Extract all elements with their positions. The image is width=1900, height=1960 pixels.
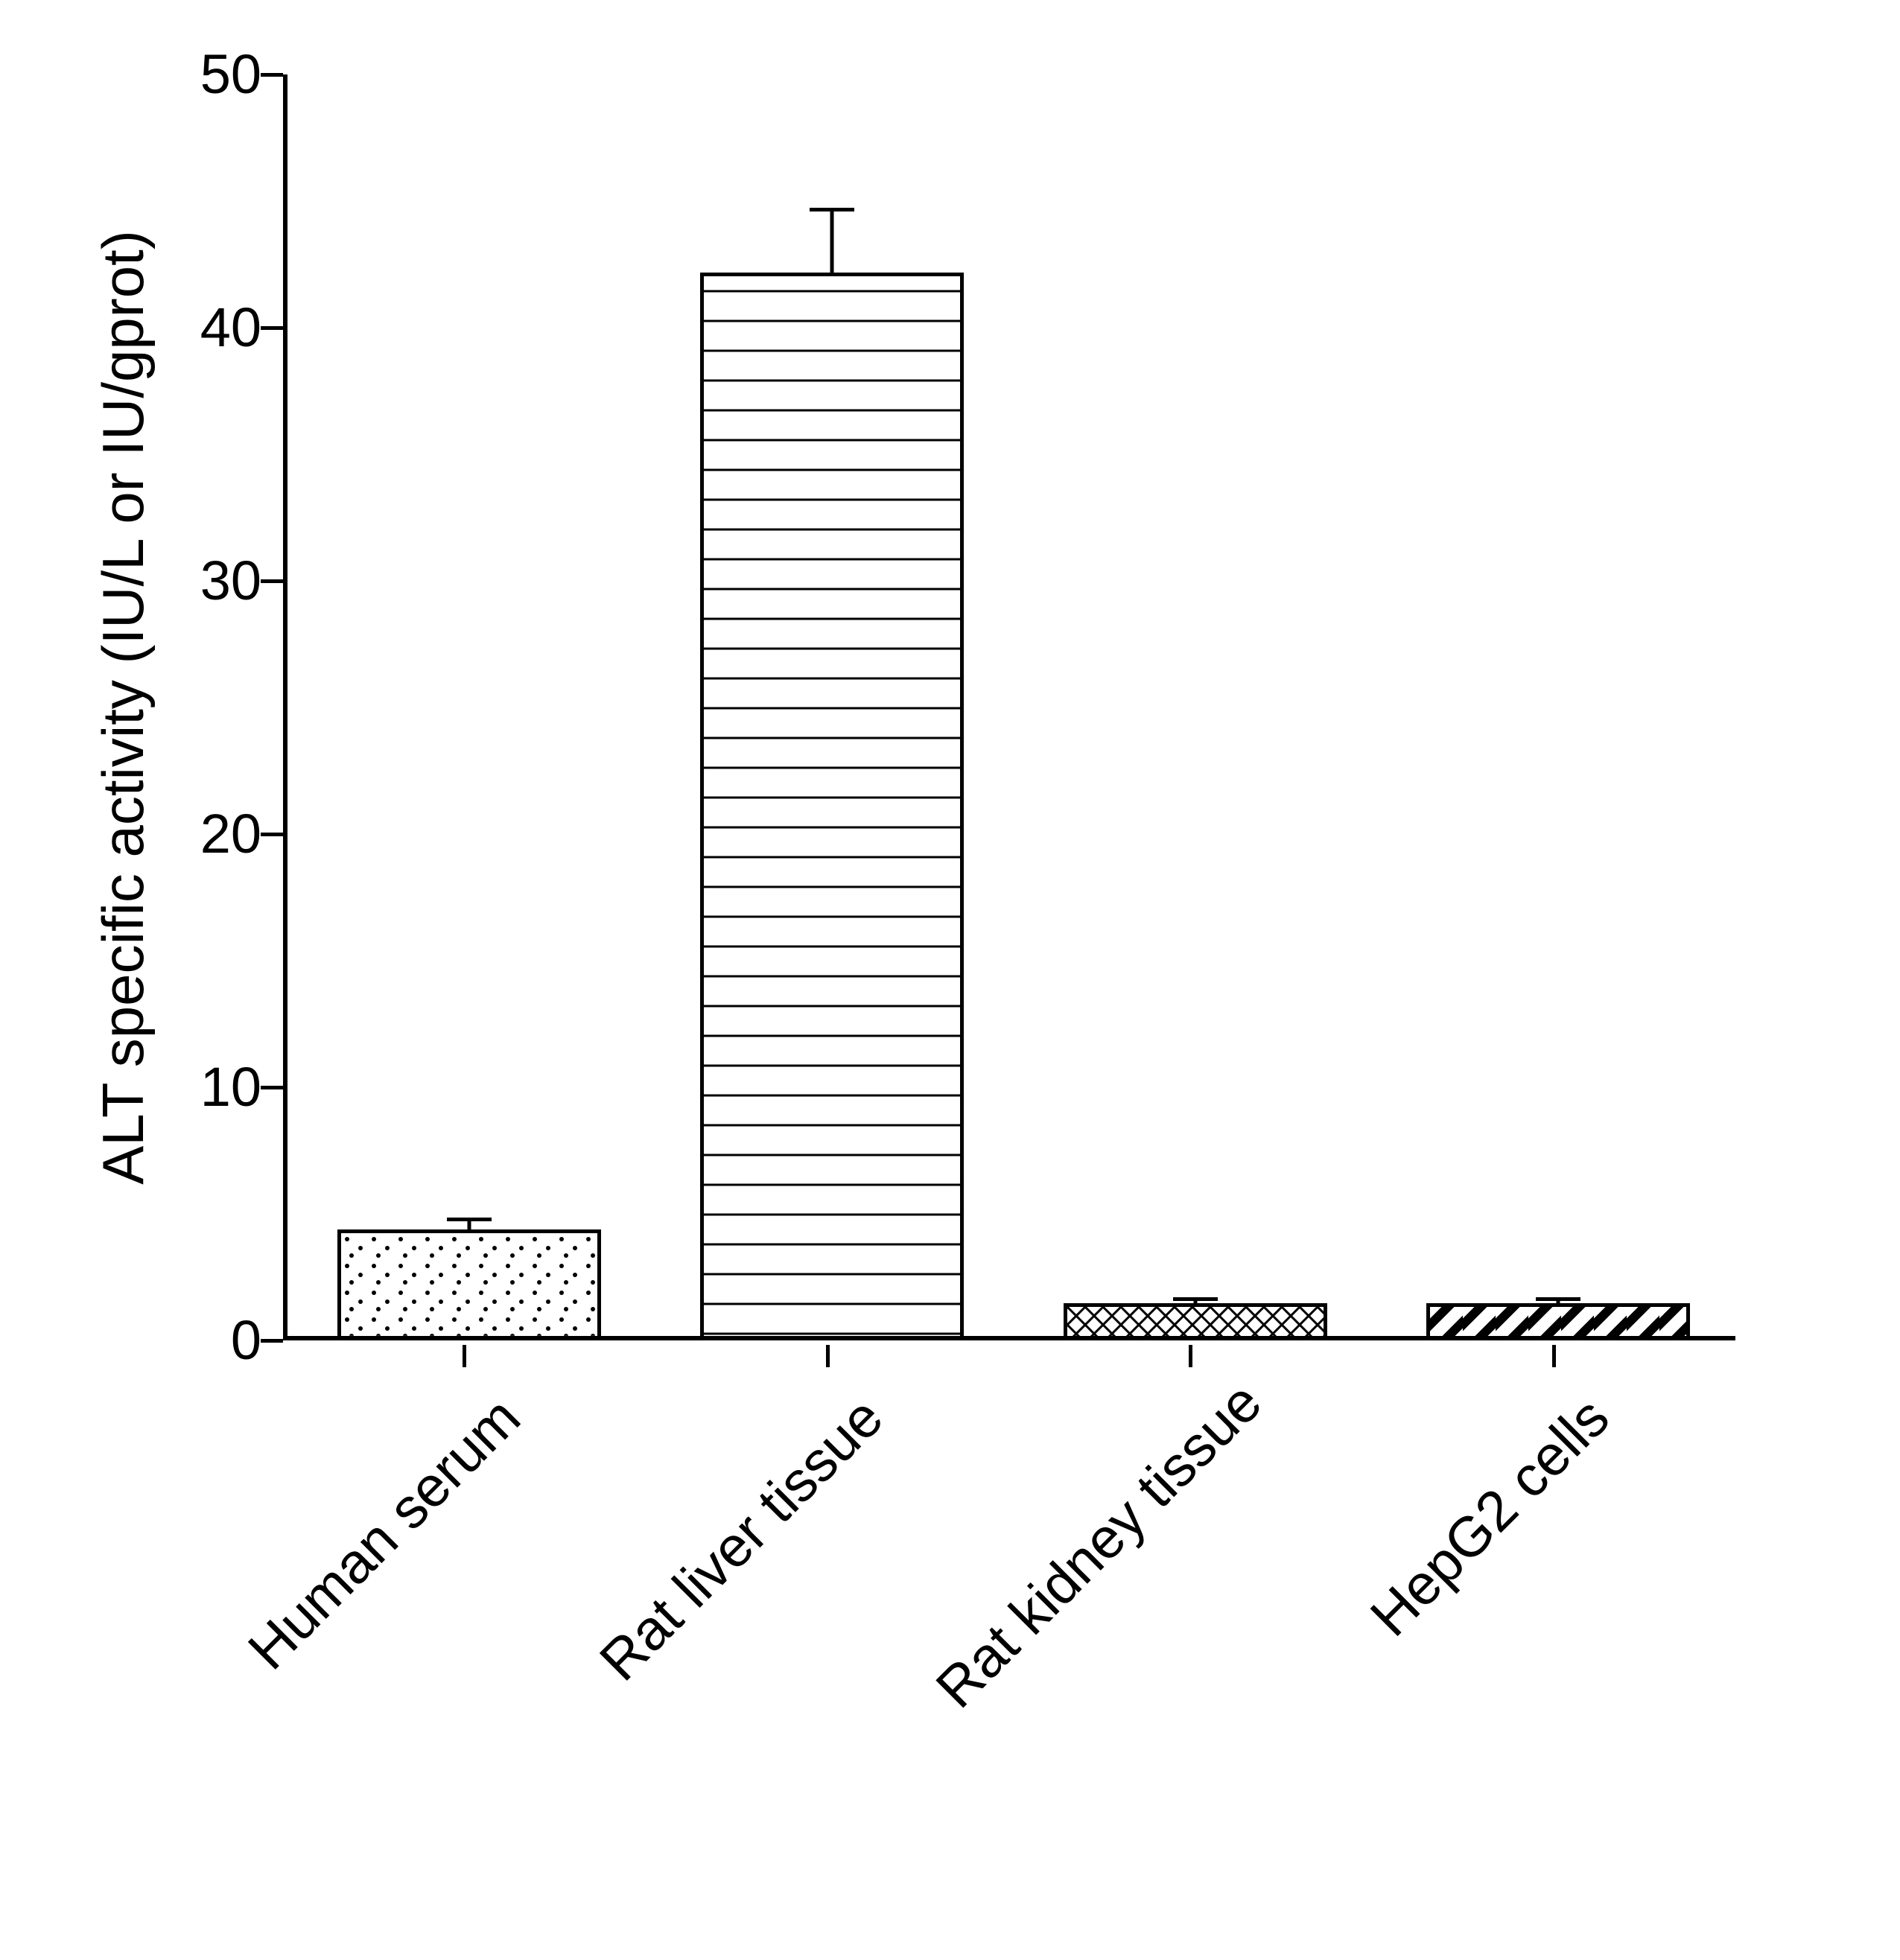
y-tick (261, 833, 283, 836)
bar-rat-kidney-tissue (1064, 1303, 1327, 1336)
error-bar-cap (810, 208, 854, 211)
x-axis-label: HepG2 cells (1286, 1385, 1621, 1720)
y-tick-label: 30 (200, 553, 261, 608)
y-axis-title: ALT specific activity (IU/L or IU/gprot) (89, 230, 157, 1185)
y-tick-label: 0 (231, 1313, 261, 1368)
chart-container: ALT specific activity (IU/L or IU/gprot)… (0, 0, 1900, 1960)
y-tick-label: 20 (200, 806, 261, 862)
y-tick (261, 326, 283, 330)
y-tick (261, 73, 283, 77)
x-axis-label: Rat liver tissue (560, 1385, 895, 1720)
y-tick-label: 10 (200, 1060, 261, 1115)
x-tick (463, 1345, 466, 1367)
error-bar-line (830, 209, 834, 273)
bar-rat-liver-tissue (700, 273, 964, 1336)
y-tick-label: 40 (200, 300, 261, 355)
bar-fill (341, 1233, 597, 1336)
bar-fill (1430, 1307, 1686, 1336)
x-axis-label: Human serum (197, 1385, 533, 1720)
bar-fill (1067, 1307, 1324, 1336)
y-tick (261, 1339, 283, 1343)
error-bar-cap (1536, 1297, 1580, 1301)
y-tick (261, 1086, 283, 1089)
bar-human-serum (337, 1229, 601, 1336)
y-tick (261, 579, 283, 583)
error-bar-cap (1173, 1297, 1218, 1301)
bar-hepg2-cells (1426, 1303, 1690, 1336)
x-axis-label: Rat kidney tissue (924, 1385, 1259, 1720)
x-tick (826, 1345, 830, 1367)
plot-area (283, 74, 1735, 1340)
error-bar-cap (447, 1218, 492, 1221)
bar-fill (704, 276, 960, 1336)
y-tick-label: 50 (200, 47, 261, 102)
x-tick (1552, 1345, 1556, 1367)
x-tick (1189, 1345, 1192, 1367)
